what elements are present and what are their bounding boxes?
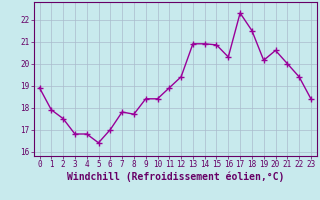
X-axis label: Windchill (Refroidissement éolien,°C): Windchill (Refroidissement éolien,°C) bbox=[67, 172, 284, 182]
